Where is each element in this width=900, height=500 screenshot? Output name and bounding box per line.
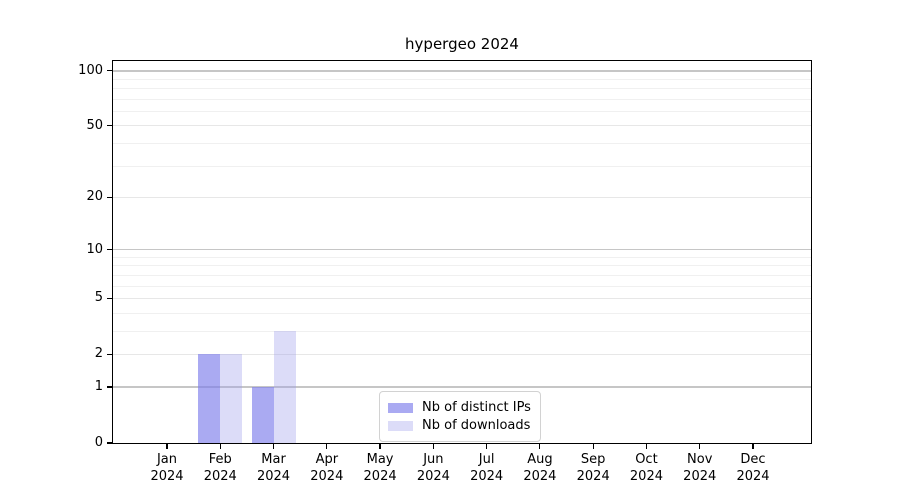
x-tick-nov (699, 444, 701, 449)
bar-feb-downloads (220, 354, 243, 443)
x-tick-label-may: May 2024 (363, 452, 397, 484)
x-tick-label-jan: Jan 2024 (150, 452, 184, 484)
y-tick-label-10: 10 (86, 241, 103, 257)
bar-feb-distinct-ips (198, 354, 221, 443)
legend-item-distinct-ips: Nb of distinct IPs (388, 399, 531, 416)
legend-label-distinct-ips: Nb of distinct IPs (422, 400, 531, 415)
y-tick-1 (107, 386, 112, 388)
x-tick-jan (166, 444, 168, 449)
bar-mar-distinct-ips (251, 387, 274, 443)
y-tick-50 (107, 125, 112, 127)
gridline-9 (113, 256, 811, 258)
gridline-5 (113, 297, 811, 299)
x-tick-feb (219, 444, 221, 449)
gridline-60 (113, 110, 811, 112)
y-tick-label-0: 0 (94, 435, 103, 450)
y-tick-100 (107, 70, 112, 72)
x-tick-label-mar: Mar 2024 (256, 452, 291, 484)
gridline-1 (113, 386, 811, 388)
gridline-8 (113, 265, 811, 267)
x-tick-may (379, 444, 381, 449)
gridline-2 (113, 353, 811, 355)
gridline-40 (113, 142, 811, 144)
x-tick-label-apr: Apr 2024 (310, 452, 344, 484)
gridline-6 (113, 285, 811, 287)
gridline-80 (113, 88, 811, 90)
x-tick-oct (645, 444, 648, 449)
legend-swatch-downloads-icon (388, 420, 413, 431)
x-tick-jul (486, 444, 488, 449)
gridline-10 (113, 248, 811, 251)
y-tick-0 (107, 442, 112, 444)
y-tick-10 (107, 248, 112, 251)
gridline-50 (113, 125, 811, 127)
x-tick-label-feb: Feb 2024 (203, 452, 237, 484)
gridline-100 (113, 70, 811, 72)
gridline-90 (113, 78, 811, 80)
gridline-4 (113, 312, 811, 314)
x-tick-label-sep: Sep 2024 (576, 452, 610, 484)
x-tick-label-jul: Jul 2024 (470, 452, 504, 484)
gridline-30 (113, 165, 811, 167)
y-tick-label-100: 100 (78, 62, 103, 78)
y-tick-label-5: 5 (94, 290, 103, 306)
y-tick-2 (107, 353, 112, 355)
y-tick-label-20: 20 (86, 189, 103, 205)
x-tick-label-nov: Nov 2024 (683, 452, 717, 484)
legend-label-downloads: Nb of downloads (422, 418, 531, 433)
y-tick-label-1: 1 (94, 379, 103, 395)
y-tick-5 (107, 297, 112, 300)
x-tick-mar (272, 444, 275, 449)
x-tick-dec (752, 444, 754, 449)
legend-swatch-distinct-ips-icon (388, 402, 413, 413)
gridline-3 (113, 330, 811, 332)
chart-title: hypergeo 2024 (405, 35, 519, 53)
x-tick-label-dec: Dec 2024 (736, 452, 770, 484)
x-tick-label-jun: Jun 2024 (416, 452, 450, 484)
legend: Nb of distinct IPs Nb of downloads (379, 391, 541, 442)
legend-item-downloads: Nb of downloads (388, 417, 531, 434)
x-tick-jun (432, 444, 434, 449)
bar-mar-downloads (273, 331, 296, 443)
x-tick-apr (326, 444, 328, 449)
x-tick-label-aug: Aug 2024 (523, 452, 557, 484)
x-tick-sep (592, 444, 594, 449)
x-tick-aug (539, 444, 541, 449)
x-tick-label-oct: Oct 2024 (629, 452, 663, 484)
y-tick-label-2: 2 (94, 346, 103, 362)
y-tick-label-50: 50 (86, 117, 103, 133)
gridline-70 (113, 98, 811, 100)
plot-area (112, 60, 812, 444)
gridline-7 (113, 274, 811, 276)
y-tick-20 (107, 196, 112, 199)
gridline-20 (113, 196, 811, 198)
